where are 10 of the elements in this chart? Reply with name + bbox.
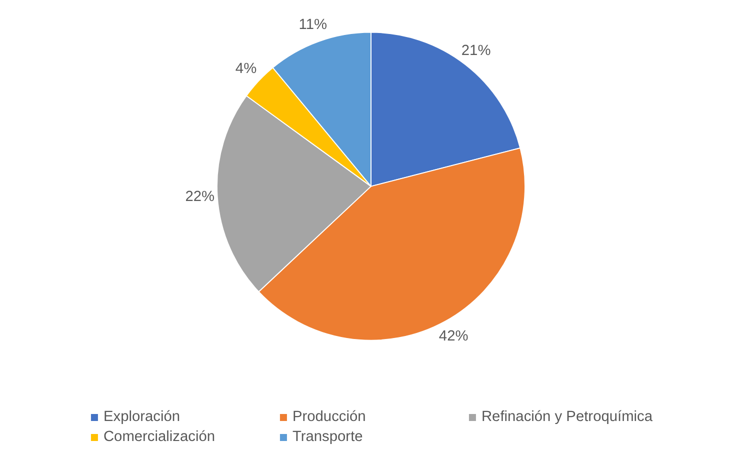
data-label: 11% [298, 17, 328, 34]
data-label: 22% [185, 189, 215, 206]
data-label: 21% [461, 42, 491, 59]
data-label: 4% [235, 60, 257, 77]
legend-label: Exploración [103, 409, 182, 425]
legend-label: Refinación y Petroquímica [481, 409, 653, 425]
legend-label: Transporte [292, 429, 364, 445]
legend-label: Comercialización [103, 429, 216, 445]
legend-label: Producción [292, 409, 367, 425]
data-label: 42% [438, 328, 468, 345]
